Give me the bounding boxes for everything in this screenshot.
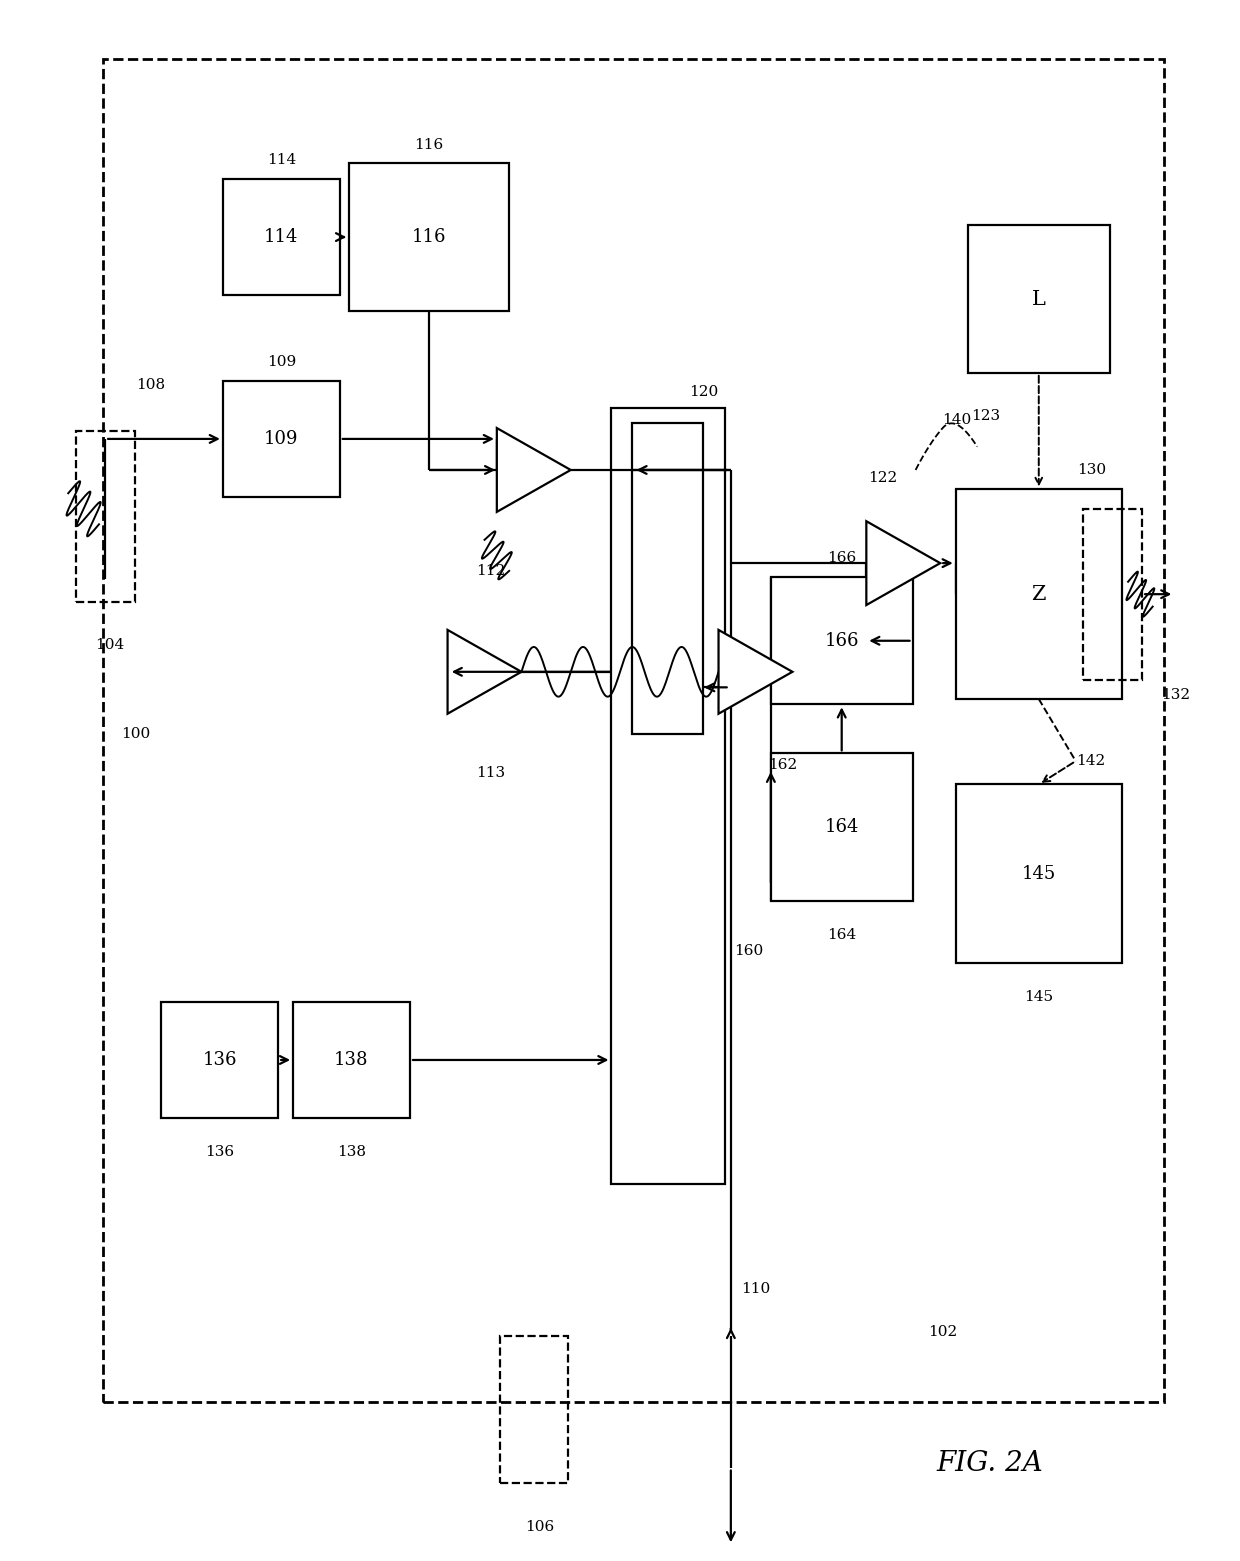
- Text: 136: 136: [202, 1051, 237, 1069]
- Text: L: L: [1032, 290, 1045, 309]
- Text: 122: 122: [868, 471, 897, 485]
- FancyBboxPatch shape: [956, 490, 1122, 699]
- FancyBboxPatch shape: [632, 423, 703, 734]
- Text: 145: 145: [1022, 865, 1056, 882]
- Text: 102: 102: [928, 1325, 957, 1339]
- Text: 116: 116: [412, 228, 446, 247]
- Text: 112: 112: [476, 564, 506, 578]
- Text: 109: 109: [264, 429, 299, 448]
- Text: 166: 166: [825, 632, 859, 649]
- FancyBboxPatch shape: [968, 225, 1110, 373]
- Text: 104: 104: [95, 638, 124, 652]
- Polygon shape: [448, 631, 522, 713]
- Polygon shape: [867, 521, 940, 606]
- Text: 138: 138: [337, 1146, 366, 1160]
- Text: 140: 140: [941, 412, 971, 426]
- FancyBboxPatch shape: [223, 180, 340, 295]
- Text: 145: 145: [1024, 990, 1053, 1004]
- Text: 164: 164: [825, 818, 859, 837]
- Text: 164: 164: [827, 927, 857, 941]
- FancyBboxPatch shape: [771, 578, 913, 704]
- Polygon shape: [497, 428, 570, 512]
- Text: 114: 114: [267, 153, 296, 167]
- Text: 100: 100: [122, 727, 150, 741]
- Text: 116: 116: [414, 137, 444, 151]
- FancyBboxPatch shape: [611, 407, 724, 1185]
- FancyBboxPatch shape: [161, 1002, 278, 1118]
- Text: 162: 162: [768, 759, 797, 773]
- Text: 166: 166: [827, 551, 857, 565]
- Text: 108: 108: [136, 378, 165, 392]
- Text: 114: 114: [264, 228, 299, 247]
- Text: 138: 138: [335, 1051, 368, 1069]
- Text: 120: 120: [689, 386, 718, 400]
- FancyBboxPatch shape: [771, 754, 913, 901]
- Text: 132: 132: [1161, 688, 1190, 702]
- FancyBboxPatch shape: [956, 784, 1122, 963]
- Text: 160: 160: [734, 944, 764, 958]
- Text: 106: 106: [526, 1519, 554, 1533]
- Text: 110: 110: [740, 1282, 770, 1296]
- FancyBboxPatch shape: [223, 381, 340, 496]
- Polygon shape: [718, 631, 792, 713]
- FancyBboxPatch shape: [103, 58, 1164, 1402]
- Text: 123: 123: [971, 409, 1001, 423]
- FancyBboxPatch shape: [348, 164, 510, 311]
- FancyBboxPatch shape: [293, 1002, 410, 1118]
- Text: 113: 113: [476, 766, 505, 780]
- Text: 142: 142: [1076, 754, 1105, 768]
- Text: FIG. 2A: FIG. 2A: [936, 1450, 1043, 1477]
- Text: Z: Z: [1032, 585, 1047, 604]
- Text: 109: 109: [267, 354, 296, 368]
- Text: 136: 136: [205, 1146, 234, 1160]
- Text: 130: 130: [1078, 464, 1106, 478]
